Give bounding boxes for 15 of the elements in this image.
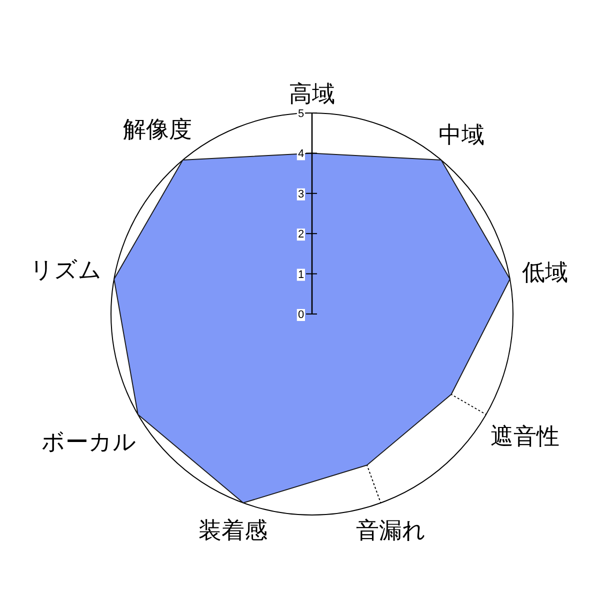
category-label: 低域 (522, 260, 568, 286)
category-label: ボーカル (42, 430, 136, 456)
category-label: 中域 (438, 122, 485, 149)
category-label: 音漏れ (356, 518, 426, 544)
category-label: リズム (30, 258, 102, 284)
y-tick-label: 3 (298, 188, 304, 200)
category-label: 解像度 (123, 117, 192, 143)
y-tick-label: 1 (298, 268, 304, 281)
y-tick-label: 2 (298, 228, 304, 241)
category-label: 装着感 (198, 518, 268, 544)
y-tick-label: 0 (298, 309, 304, 321)
category-label: 高域 (289, 81, 335, 108)
y-tick-label: 5 (298, 108, 304, 120)
y-tick-label: 4 (298, 148, 304, 160)
category-label: 遮音性 (490, 424, 560, 450)
